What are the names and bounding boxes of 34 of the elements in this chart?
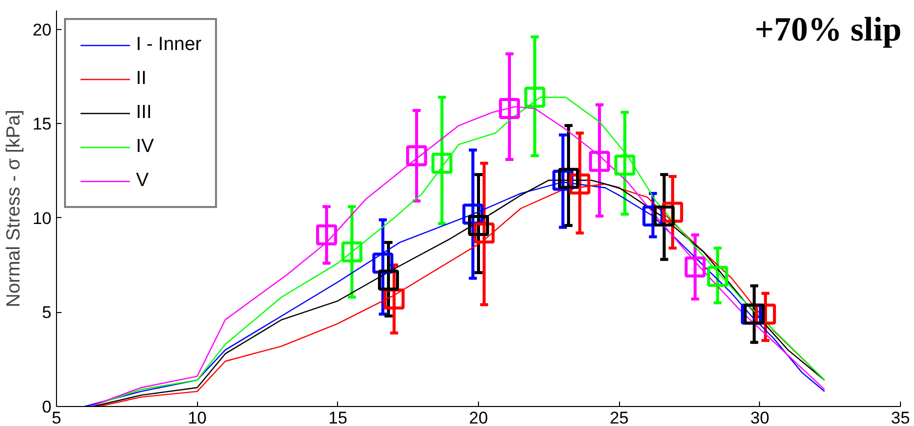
point <box>684 256 706 278</box>
x-tick-label: 10 <box>188 408 207 426</box>
x-tick-label: 30 <box>750 408 770 426</box>
point <box>378 270 399 291</box>
y-tick-label: 15 <box>32 114 52 134</box>
legend-label: V <box>136 170 150 192</box>
legend-label: II <box>136 68 148 90</box>
point <box>316 224 338 246</box>
point <box>662 202 684 223</box>
point <box>341 241 362 262</box>
point <box>406 145 428 166</box>
point <box>569 173 590 194</box>
legend-label: IV <box>136 136 155 158</box>
point <box>707 266 728 287</box>
annotation: +70% slip <box>754 12 902 48</box>
x-tick-label: 20 <box>469 408 488 426</box>
legend-label: I - Inner <box>136 34 202 56</box>
legend-label: III <box>136 102 153 124</box>
y-tick-label: 5 <box>42 303 52 322</box>
point <box>588 150 610 172</box>
point <box>524 86 546 108</box>
x-tick-label: 15 <box>328 408 348 426</box>
point <box>498 98 520 120</box>
x-tick-label: 35 <box>891 408 910 426</box>
point <box>654 206 675 227</box>
point <box>431 152 452 174</box>
point <box>614 154 636 176</box>
y-tick-label: 10 <box>32 208 52 228</box>
point <box>468 214 489 236</box>
y-tick-label: 20 <box>32 20 52 40</box>
point <box>558 168 580 189</box>
y-tick-label: 0 <box>42 398 52 416</box>
y-axis-title: Normal Stress - σ [kPa] <box>4 110 25 308</box>
x-tick-label: 25 <box>610 408 629 426</box>
